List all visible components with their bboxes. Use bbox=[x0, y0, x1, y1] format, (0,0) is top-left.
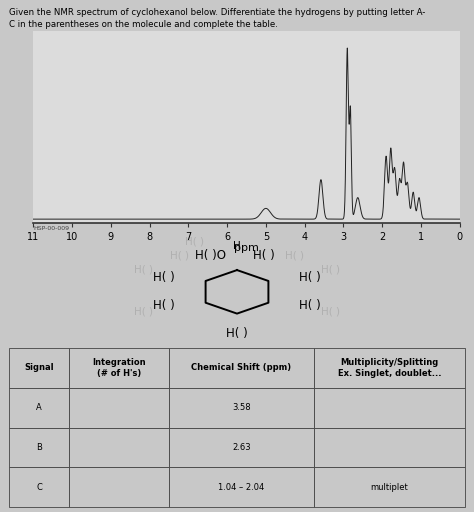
Text: H( ): H( ) bbox=[185, 237, 204, 247]
Text: H( ): H( ) bbox=[299, 271, 321, 284]
Text: Given the NMR spectrum of cyclohexanol below. Differentiate the hydrogens by put: Given the NMR spectrum of cyclohexanol b… bbox=[9, 8, 426, 17]
Text: C in the parentheses on the molecule and complete the table.: C in the parentheses on the molecule and… bbox=[9, 20, 278, 30]
X-axis label: ppm: ppm bbox=[234, 243, 259, 253]
Text: HSP-00-009: HSP-00-009 bbox=[33, 226, 69, 231]
Text: H( ): H( ) bbox=[321, 264, 340, 274]
Text: H( ): H( ) bbox=[299, 299, 321, 312]
Text: H( ): H( ) bbox=[153, 299, 175, 312]
Text: H: H bbox=[233, 241, 241, 251]
Text: H( ): H( ) bbox=[153, 271, 175, 284]
Text: H( ): H( ) bbox=[285, 251, 304, 261]
Text: H( ): H( ) bbox=[170, 251, 189, 261]
Text: H( ): H( ) bbox=[226, 327, 248, 340]
Text: H( )O: H( )O bbox=[195, 249, 226, 263]
Text: H( ): H( ) bbox=[253, 249, 274, 263]
Text: H( ): H( ) bbox=[134, 264, 153, 274]
Text: H( ): H( ) bbox=[321, 307, 340, 317]
Text: H( ): H( ) bbox=[134, 307, 153, 317]
